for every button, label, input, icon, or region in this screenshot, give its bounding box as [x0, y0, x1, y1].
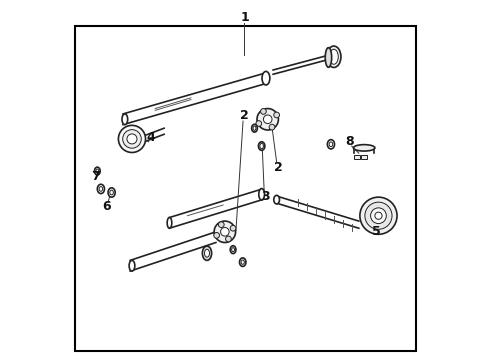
Bar [353, 155, 360, 158]
Text: 7: 7 [91, 170, 100, 183]
Ellipse shape [326, 46, 340, 67]
Circle shape [263, 115, 271, 123]
Ellipse shape [204, 249, 209, 257]
Ellipse shape [94, 167, 100, 175]
Circle shape [364, 202, 391, 229]
Ellipse shape [258, 189, 264, 200]
Ellipse shape [167, 217, 171, 228]
Text: 5: 5 [371, 225, 380, 238]
Ellipse shape [129, 260, 135, 271]
Ellipse shape [273, 195, 279, 204]
Circle shape [255, 121, 261, 126]
Ellipse shape [259, 143, 263, 149]
Circle shape [127, 134, 137, 144]
Ellipse shape [108, 188, 115, 197]
Ellipse shape [326, 140, 334, 149]
Circle shape [213, 233, 219, 238]
Circle shape [260, 109, 266, 114]
Ellipse shape [122, 114, 127, 125]
Ellipse shape [231, 248, 234, 252]
Ellipse shape [110, 190, 113, 195]
Text: 6: 6 [102, 200, 111, 213]
Ellipse shape [99, 186, 102, 191]
Text: 2: 2 [273, 161, 282, 174]
Ellipse shape [253, 126, 255, 130]
Circle shape [374, 212, 381, 219]
Ellipse shape [230, 246, 235, 253]
Circle shape [122, 130, 141, 148]
Circle shape [268, 124, 274, 130]
Text: 1: 1 [240, 11, 248, 24]
Ellipse shape [239, 258, 245, 266]
Ellipse shape [328, 142, 332, 147]
Circle shape [370, 208, 386, 224]
Ellipse shape [241, 260, 244, 264]
Ellipse shape [325, 48, 331, 67]
Text: 2: 2 [240, 109, 248, 122]
Ellipse shape [96, 169, 99, 173]
Circle shape [214, 221, 235, 243]
Circle shape [118, 125, 145, 153]
Text: 8: 8 [345, 135, 353, 148]
Circle shape [230, 225, 235, 231]
Ellipse shape [262, 71, 269, 85]
Circle shape [273, 112, 279, 118]
Circle shape [220, 228, 229, 236]
Ellipse shape [97, 184, 104, 194]
Circle shape [359, 197, 396, 234]
Ellipse shape [328, 49, 338, 64]
Circle shape [257, 109, 278, 130]
Text: 3: 3 [261, 190, 269, 203]
Circle shape [225, 236, 231, 242]
Ellipse shape [353, 145, 374, 151]
Ellipse shape [202, 246, 211, 260]
Ellipse shape [251, 124, 257, 132]
Ellipse shape [258, 142, 264, 150]
Bar [360, 155, 366, 158]
Circle shape [218, 222, 224, 228]
Text: 4: 4 [146, 131, 155, 144]
